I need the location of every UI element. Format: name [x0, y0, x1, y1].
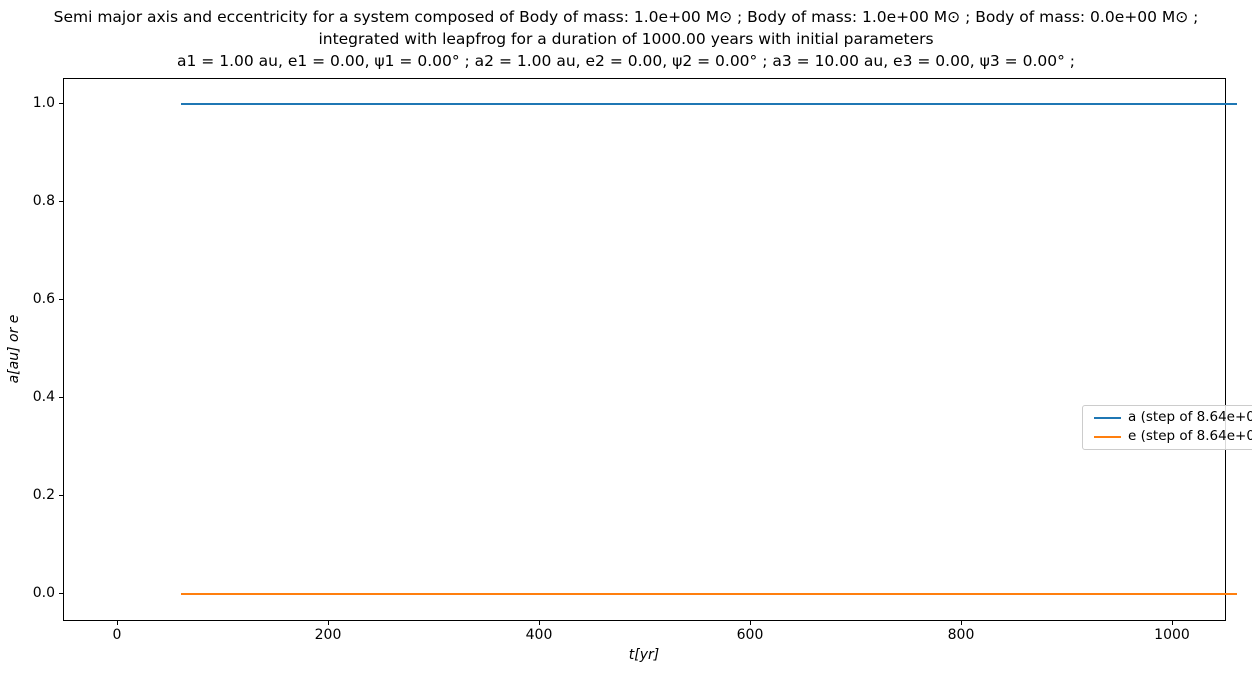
- y-tick-mark: [59, 397, 63, 398]
- x-tick-mark: [1172, 621, 1173, 625]
- chart-title-line-2: integrated with leapfrog for a duration …: [318, 30, 934, 48]
- x-axis-tick-label: 600: [736, 627, 764, 643]
- x-tick-mark: [328, 621, 329, 625]
- plot-area: a (step of 8.64e+04s) e (step of 8.64e+0…: [63, 78, 1252, 621]
- x-tick-mark: [750, 621, 751, 625]
- y-tick-mark: [59, 201, 63, 202]
- legend-item-a: a (step of 8.64e+04s): [1094, 411, 1252, 425]
- y-axis-tick-label: 1.0: [32, 95, 55, 111]
- y-axis-tick-label: 0.8: [32, 193, 55, 209]
- y-tick-mark: [59, 103, 63, 104]
- series-line-a: [181, 103, 1237, 105]
- series-line-e: [181, 593, 1237, 595]
- y-axis-tick-label: 0.6: [32, 291, 55, 307]
- legend-line-a-swatch: [1094, 417, 1121, 419]
- y-tick-mark: [59, 593, 63, 594]
- legend-label-a: a (step of 8.64e+04s): [1128, 409, 1252, 426]
- y-axis-label: a[au] or e: [6, 314, 22, 384]
- x-axis-tick-label: 0: [112, 627, 122, 643]
- y-tick-mark: [59, 299, 63, 300]
- x-axis-tick-label: 400: [525, 627, 553, 643]
- x-tick-mark: [117, 621, 118, 625]
- x-tick-mark: [539, 621, 540, 625]
- x-axis-tick-label: 200: [314, 627, 342, 643]
- x-axis-tick-label: 1000: [1154, 627, 1190, 643]
- y-tick-mark: [59, 495, 63, 496]
- legend-label-e: e (step of 8.64e+04s): [1128, 428, 1252, 445]
- chart-title: Semi major axis and eccentricity for a s…: [0, 6, 1252, 72]
- y-axis-tick-label: 0.0: [32, 585, 55, 601]
- legend: a (step of 8.64e+04s) e (step of 8.64e+0…: [1082, 405, 1252, 450]
- y-axis-tick-label: 0.4: [32, 389, 55, 405]
- chart-title-line-1: Semi major axis and eccentricity for a s…: [53, 8, 1199, 26]
- y-axis-tick-label: 0.2: [32, 487, 55, 503]
- x-tick-mark: [961, 621, 962, 625]
- chart-title-line-3: a1 = 1.00 au, e1 = 0.00, ψ1 = 0.00° ; a2…: [177, 52, 1075, 70]
- x-axis-tick-label: 800: [947, 627, 975, 643]
- legend-line-e-swatch: [1094, 436, 1121, 438]
- x-axis-label: t[yr]: [628, 647, 660, 663]
- legend-item-e: e (step of 8.64e+04s): [1094, 430, 1252, 444]
